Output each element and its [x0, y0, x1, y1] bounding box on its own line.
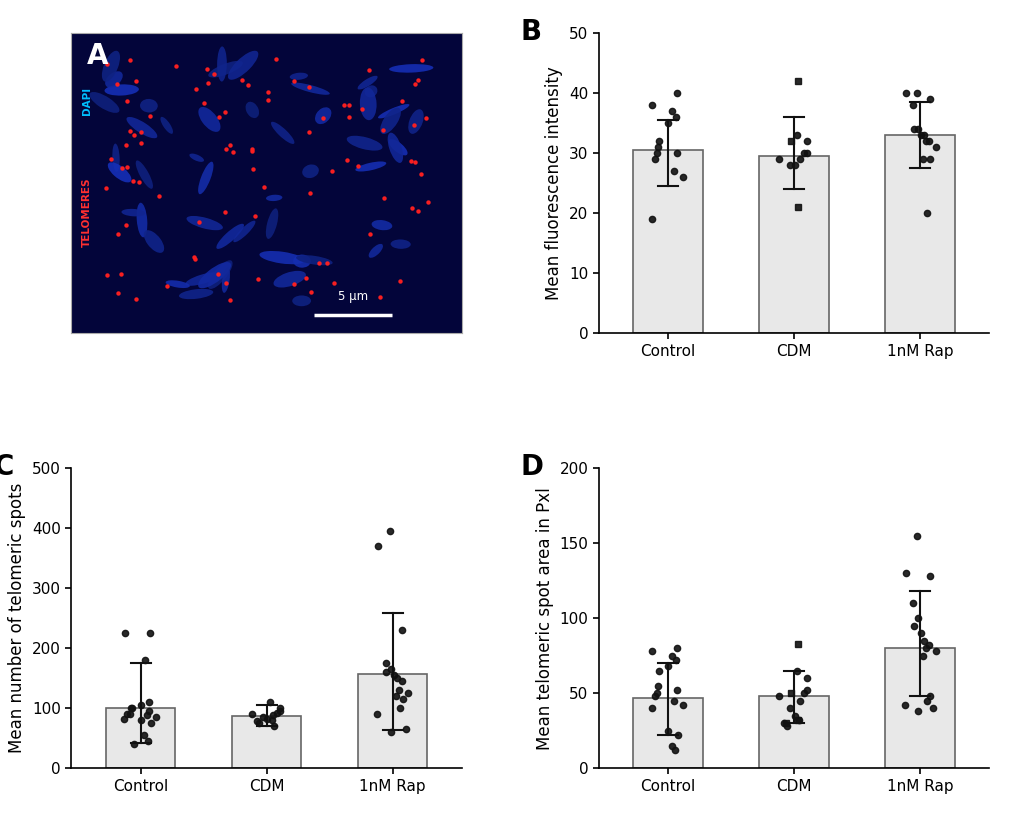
- Ellipse shape: [198, 107, 220, 132]
- Ellipse shape: [388, 140, 408, 155]
- Ellipse shape: [315, 107, 331, 124]
- Ellipse shape: [365, 85, 377, 97]
- Bar: [232, 716, 301, 768]
- Text: A: A: [87, 42, 108, 70]
- Ellipse shape: [390, 240, 411, 249]
- Ellipse shape: [198, 162, 213, 194]
- Bar: [759, 156, 827, 333]
- Text: TELOMERES: TELOMERES: [82, 177, 92, 247]
- Y-axis label: Mean fluorescence intensity: Mean fluorescence intensity: [545, 66, 562, 300]
- Text: D: D: [520, 453, 543, 481]
- Ellipse shape: [273, 271, 306, 287]
- Ellipse shape: [165, 280, 190, 288]
- Ellipse shape: [271, 121, 294, 144]
- Bar: [884, 135, 954, 333]
- Ellipse shape: [121, 209, 145, 216]
- Text: B: B: [520, 18, 541, 46]
- Bar: [884, 648, 954, 768]
- Bar: [106, 708, 175, 768]
- Ellipse shape: [289, 73, 308, 80]
- Ellipse shape: [102, 50, 120, 82]
- Ellipse shape: [217, 46, 226, 82]
- Ellipse shape: [389, 64, 433, 73]
- Bar: [633, 698, 702, 768]
- Ellipse shape: [190, 154, 204, 162]
- Ellipse shape: [292, 254, 311, 268]
- Ellipse shape: [291, 83, 329, 95]
- Ellipse shape: [266, 195, 282, 201]
- Ellipse shape: [266, 208, 278, 239]
- Ellipse shape: [378, 104, 409, 118]
- Ellipse shape: [221, 267, 229, 293]
- Ellipse shape: [292, 296, 311, 306]
- Ellipse shape: [296, 255, 332, 265]
- Ellipse shape: [144, 230, 164, 253]
- Ellipse shape: [358, 76, 377, 89]
- Ellipse shape: [112, 144, 119, 172]
- Ellipse shape: [140, 99, 158, 112]
- Ellipse shape: [160, 116, 173, 134]
- Ellipse shape: [233, 221, 255, 242]
- Ellipse shape: [360, 88, 376, 120]
- Ellipse shape: [186, 216, 223, 230]
- Ellipse shape: [387, 133, 403, 163]
- Y-axis label: Mean number of telomeric spots: Mean number of telomeric spots: [8, 483, 26, 753]
- Ellipse shape: [302, 164, 319, 178]
- Bar: [759, 696, 827, 768]
- Ellipse shape: [228, 50, 258, 80]
- Ellipse shape: [346, 135, 382, 150]
- Ellipse shape: [408, 109, 423, 134]
- Ellipse shape: [198, 262, 230, 288]
- Ellipse shape: [246, 102, 259, 118]
- Ellipse shape: [126, 117, 157, 138]
- Text: C: C: [0, 453, 13, 481]
- Bar: [358, 674, 427, 768]
- Ellipse shape: [216, 224, 244, 249]
- Ellipse shape: [137, 202, 147, 237]
- Bar: [633, 150, 702, 333]
- Ellipse shape: [208, 61, 243, 78]
- Ellipse shape: [178, 289, 213, 299]
- Ellipse shape: [136, 160, 153, 189]
- Y-axis label: Mean telomeric spot area in Pxl: Mean telomeric spot area in Pxl: [535, 487, 553, 749]
- Ellipse shape: [105, 71, 122, 88]
- Ellipse shape: [368, 244, 382, 258]
- Ellipse shape: [90, 92, 119, 113]
- Text: 5 μm: 5 μm: [337, 290, 368, 303]
- Ellipse shape: [259, 251, 305, 264]
- Ellipse shape: [108, 162, 131, 183]
- Text: DAPI: DAPI: [82, 87, 92, 115]
- Ellipse shape: [371, 220, 392, 230]
- Ellipse shape: [355, 161, 386, 172]
- Ellipse shape: [208, 260, 232, 289]
- Ellipse shape: [185, 273, 220, 286]
- Ellipse shape: [380, 107, 400, 134]
- Ellipse shape: [104, 84, 139, 96]
